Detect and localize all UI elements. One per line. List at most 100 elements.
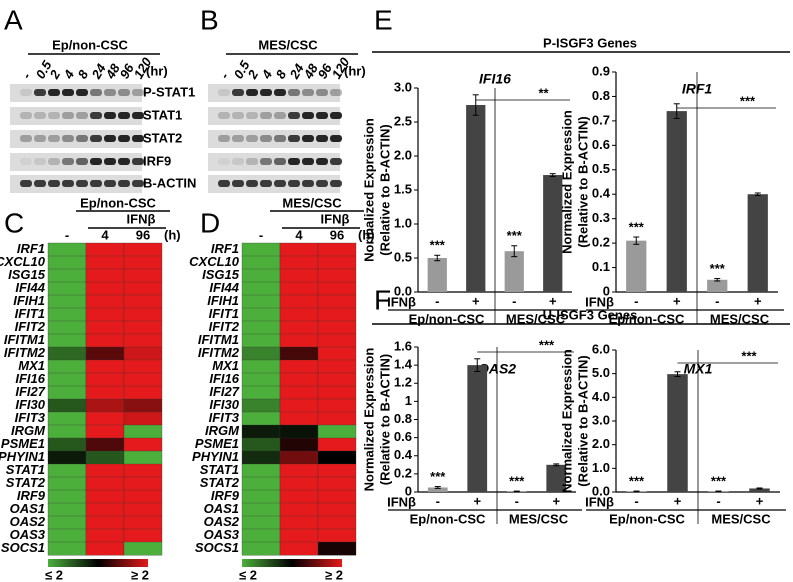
gene-label: SOCS1 — [195, 540, 239, 555]
blot-band — [288, 89, 300, 96]
y-tick-label: 6.0 — [592, 341, 610, 356]
y-axis-label: (Relative to B-ACTIN) — [575, 116, 590, 247]
y-axis-label: Normalized Expression — [559, 110, 574, 254]
panel-letter: C — [4, 207, 24, 238]
gene-label: IRGM — [11, 423, 46, 438]
heatmap-cell — [47, 242, 87, 257]
blot-band — [118, 158, 130, 165]
group-label: MES/CSC — [509, 511, 569, 526]
heatmap-cell — [47, 437, 87, 452]
heatmap-cell — [85, 320, 125, 335]
blot-band — [274, 89, 286, 96]
column-label: - — [259, 227, 263, 242]
blot-band — [48, 180, 60, 187]
bar — [467, 365, 488, 492]
heatmap-cell — [279, 502, 319, 517]
colorscale — [48, 559, 148, 567]
gene-label: IFI30 — [15, 397, 45, 412]
blot-band — [76, 158, 88, 165]
blot-band — [104, 180, 116, 187]
heatmap-cell — [123, 346, 163, 361]
heatmap-cell — [47, 450, 87, 465]
gene-label: IFI16 — [209, 371, 239, 386]
heatmap-cell — [317, 515, 357, 530]
heatmap-cell — [241, 294, 281, 309]
bar — [666, 111, 687, 292]
heatmap-cell — [279, 398, 319, 413]
category-label: - — [634, 493, 638, 508]
blot-row-label: STAT2 — [143, 130, 182, 145]
heatmap-cell — [47, 489, 87, 504]
y-tick-label: 0.2 — [592, 235, 610, 250]
blot-band — [90, 180, 102, 187]
blot-band — [62, 89, 74, 96]
blot-band — [34, 135, 46, 142]
blot-band — [288, 158, 300, 165]
blot-band — [34, 158, 46, 165]
heatmap-cell — [47, 502, 87, 517]
heatmap-cell — [241, 333, 281, 348]
time-unit: (hr) — [146, 63, 168, 78]
gene-label: IFIT2 — [209, 319, 240, 334]
gene-label: CXCL10 — [189, 254, 240, 269]
bar — [749, 488, 770, 492]
blot-band — [34, 112, 46, 119]
heatmap-cell — [85, 424, 125, 439]
bar — [427, 258, 447, 292]
gene-label: STAT1 — [6, 462, 45, 477]
gene-label: PHYIN1 — [192, 449, 239, 464]
heatmap-cell — [123, 541, 163, 556]
gene-label: IFIT1 — [15, 306, 45, 321]
heatmap-cell — [241, 359, 281, 374]
gene-label: IRF9 — [211, 488, 240, 503]
heatmap-cell — [123, 502, 163, 517]
error-bar — [633, 490, 640, 493]
error-bar — [714, 278, 721, 282]
blot-band — [302, 158, 314, 165]
gene-label: ISG15 — [202, 267, 240, 282]
gene-label: PHYIN1 — [0, 449, 45, 464]
gene-label: OAS2 — [10, 514, 46, 529]
heatmap-cell — [279, 346, 319, 361]
y-axis-label: (Relative to B-ACTIN) — [377, 124, 392, 255]
error-bar — [674, 371, 681, 378]
gene-label: IFI44 — [209, 280, 239, 295]
heatmap-cell — [85, 385, 125, 400]
heatmap-cell — [123, 463, 163, 478]
blot-band — [20, 112, 32, 119]
heatmap-cell — [85, 437, 125, 452]
y-tick-label: 0 — [603, 283, 610, 298]
gene-label: IFIT3 — [209, 410, 240, 425]
panel-letter: E — [374, 4, 393, 35]
heatmap-cell — [241, 463, 281, 478]
heatmap-cell — [47, 281, 87, 296]
panel-letter: D — [200, 207, 220, 238]
blot-band — [232, 135, 244, 142]
heatmap-cell — [317, 489, 357, 504]
heatmap-cell — [47, 528, 87, 543]
heatmap-cell — [85, 515, 125, 530]
error-bar — [474, 358, 481, 372]
category-label: + — [674, 493, 682, 508]
error-bar — [472, 94, 479, 116]
y-tick-label: 0.2 — [394, 465, 412, 480]
heatmap-cell — [241, 450, 281, 465]
column-label: 96 — [136, 227, 150, 242]
y-axis-label: Normalized Expression — [361, 348, 376, 492]
blot-band — [288, 112, 300, 119]
blot-band — [20, 158, 32, 165]
heatmap-cell — [279, 307, 319, 322]
heatmap-cell — [85, 411, 125, 426]
blot-band — [104, 112, 116, 119]
blot-band — [76, 112, 88, 119]
category-label: - — [436, 493, 440, 508]
error-bar — [715, 490, 722, 493]
error-bar — [754, 192, 761, 196]
bar — [427, 487, 448, 492]
gene-label: STAT2 — [200, 475, 240, 490]
y-tick-label: 0.9 — [592, 63, 610, 78]
blot-band — [76, 180, 88, 187]
heatmap-cell — [123, 242, 163, 257]
blot-band — [316, 89, 328, 96]
